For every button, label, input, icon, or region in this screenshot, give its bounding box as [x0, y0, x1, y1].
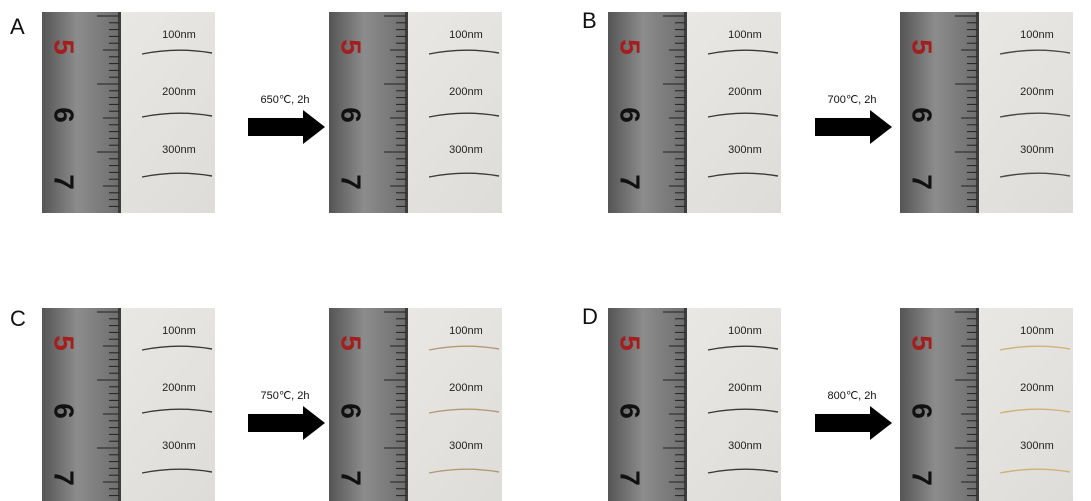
ruler-edge [684, 308, 687, 501]
wire-label: 100nm [449, 325, 483, 337]
ruler-edge [976, 12, 979, 213]
wire-label: 100nm [1020, 29, 1054, 41]
wire-label: 100nm [728, 325, 762, 337]
wire-label: 200nm [1020, 382, 1054, 394]
ruler-number: 7 [336, 470, 367, 486]
condition-label: 650℃, 2h [260, 94, 309, 106]
wire-label: 200nm [728, 86, 762, 98]
wire-label: 300nm [1020, 144, 1054, 156]
wire-label: 300nm [162, 440, 196, 452]
ruler-number: 7 [907, 174, 938, 190]
photo: 5 6 7 100nm 200nm 300nm [42, 12, 215, 213]
condition-label: 800℃, 2h [827, 390, 876, 402]
panel-letter: D [582, 304, 598, 329]
photo: 5 6 7 100nm 200nm 300nm [608, 308, 781, 501]
arrow [248, 406, 325, 440]
ruler-edge [405, 12, 408, 213]
ruler-number: 6 [49, 107, 80, 123]
ruler-number: 6 [907, 403, 938, 419]
ruler-number: 6 [907, 107, 938, 123]
ruler-edge [976, 308, 979, 501]
photo: 5 6 7 100nm 200nm 300nm [900, 308, 1073, 501]
wire-label: 200nm [162, 86, 196, 98]
ruler-number: 5 [615, 39, 646, 55]
wire-label: 200nm [449, 382, 483, 394]
wire-label: 200nm [449, 86, 483, 98]
ruler-number: 5 [907, 39, 938, 55]
ruler-number: 5 [336, 39, 367, 55]
wire-label: 300nm [449, 144, 483, 156]
wire-label: 300nm [1020, 440, 1054, 452]
panel-letter: A [10, 14, 25, 39]
photo: 5 6 7 100nm 200nm 300nm [329, 12, 502, 213]
ruler-number: 7 [49, 174, 80, 190]
arrow [815, 110, 892, 144]
ruler-number: 7 [49, 470, 80, 486]
ruler-number: 5 [49, 335, 80, 351]
ruler-number: 7 [907, 470, 938, 486]
wire-label: 200nm [1020, 86, 1054, 98]
wire-label: 100nm [1020, 325, 1054, 337]
wire-label: 300nm [728, 440, 762, 452]
panel-letter: C [10, 306, 26, 331]
ruler-number: 5 [907, 335, 938, 351]
ruler-number: 7 [336, 174, 367, 190]
wire-label: 100nm [449, 29, 483, 41]
arrow [248, 110, 325, 144]
photo: 5 6 7 100nm 200nm 300nm [329, 308, 502, 501]
ruler-number: 5 [49, 39, 80, 55]
ruler-number: 6 [615, 403, 646, 419]
wire-label: 300nm [162, 144, 196, 156]
photo: 5 6 7 100nm 200nm 300nm [608, 12, 781, 213]
ruler-number: 7 [615, 174, 646, 190]
panel-letter: B [582, 8, 597, 33]
wire-label: 100nm [728, 29, 762, 41]
photo: 5 6 7 100nm 200nm 300nm [900, 12, 1073, 213]
condition-label: 700℃, 2h [827, 94, 876, 106]
ruler-number: 6 [336, 403, 367, 419]
wire-label: 300nm [449, 440, 483, 452]
ruler-number: 7 [615, 470, 646, 486]
wire-label: 200nm [728, 382, 762, 394]
ruler-number: 5 [336, 335, 367, 351]
ruler-edge [405, 308, 408, 501]
wire-label: 300nm [728, 144, 762, 156]
ruler-number: 6 [49, 403, 80, 419]
arrow [815, 406, 892, 440]
figure: A 5 6 7 100nm 200nm 300nm 5 6 7 100nm 200nm 300nm 650… [0, 0, 1091, 501]
condition-label: 750℃, 2h [260, 390, 309, 402]
ruler-number: 5 [615, 335, 646, 351]
wire-label: 100nm [162, 325, 196, 337]
ruler-edge [118, 308, 121, 501]
wire-label: 200nm [162, 382, 196, 394]
ruler-number: 6 [336, 107, 367, 123]
ruler-number: 6 [615, 107, 646, 123]
photo: 5 6 7 100nm 200nm 300nm [42, 308, 215, 501]
wire-label: 100nm [162, 29, 196, 41]
ruler-edge [118, 12, 121, 213]
ruler-edge [684, 12, 687, 213]
